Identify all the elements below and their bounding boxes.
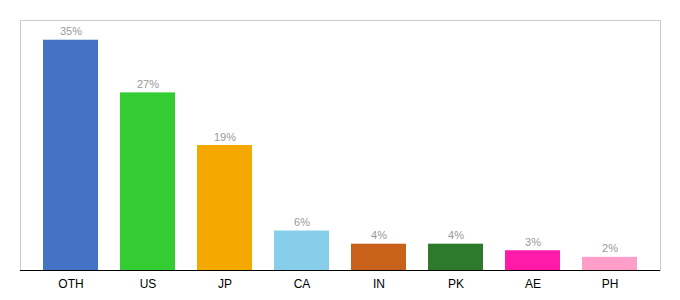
svg-text:3%: 3% bbox=[525, 236, 541, 248]
svg-text:35%: 35% bbox=[60, 25, 82, 37]
svg-text:IN: IN bbox=[373, 277, 385, 291]
svg-text:US: US bbox=[140, 277, 157, 291]
svg-text:AE: AE bbox=[525, 277, 541, 291]
svg-text:2%: 2% bbox=[602, 242, 618, 254]
svg-text:19%: 19% bbox=[214, 131, 236, 143]
svg-text:4%: 4% bbox=[448, 229, 464, 241]
svg-text:PH: PH bbox=[602, 277, 619, 291]
svg-text:JP: JP bbox=[218, 277, 232, 291]
svg-text:6%: 6% bbox=[294, 216, 310, 228]
svg-text:4%: 4% bbox=[371, 229, 387, 241]
svg-text:OTH: OTH bbox=[58, 277, 83, 291]
svg-text:CA: CA bbox=[294, 277, 311, 291]
svg-text:PK: PK bbox=[448, 277, 464, 291]
svg-text:27%: 27% bbox=[137, 78, 159, 90]
